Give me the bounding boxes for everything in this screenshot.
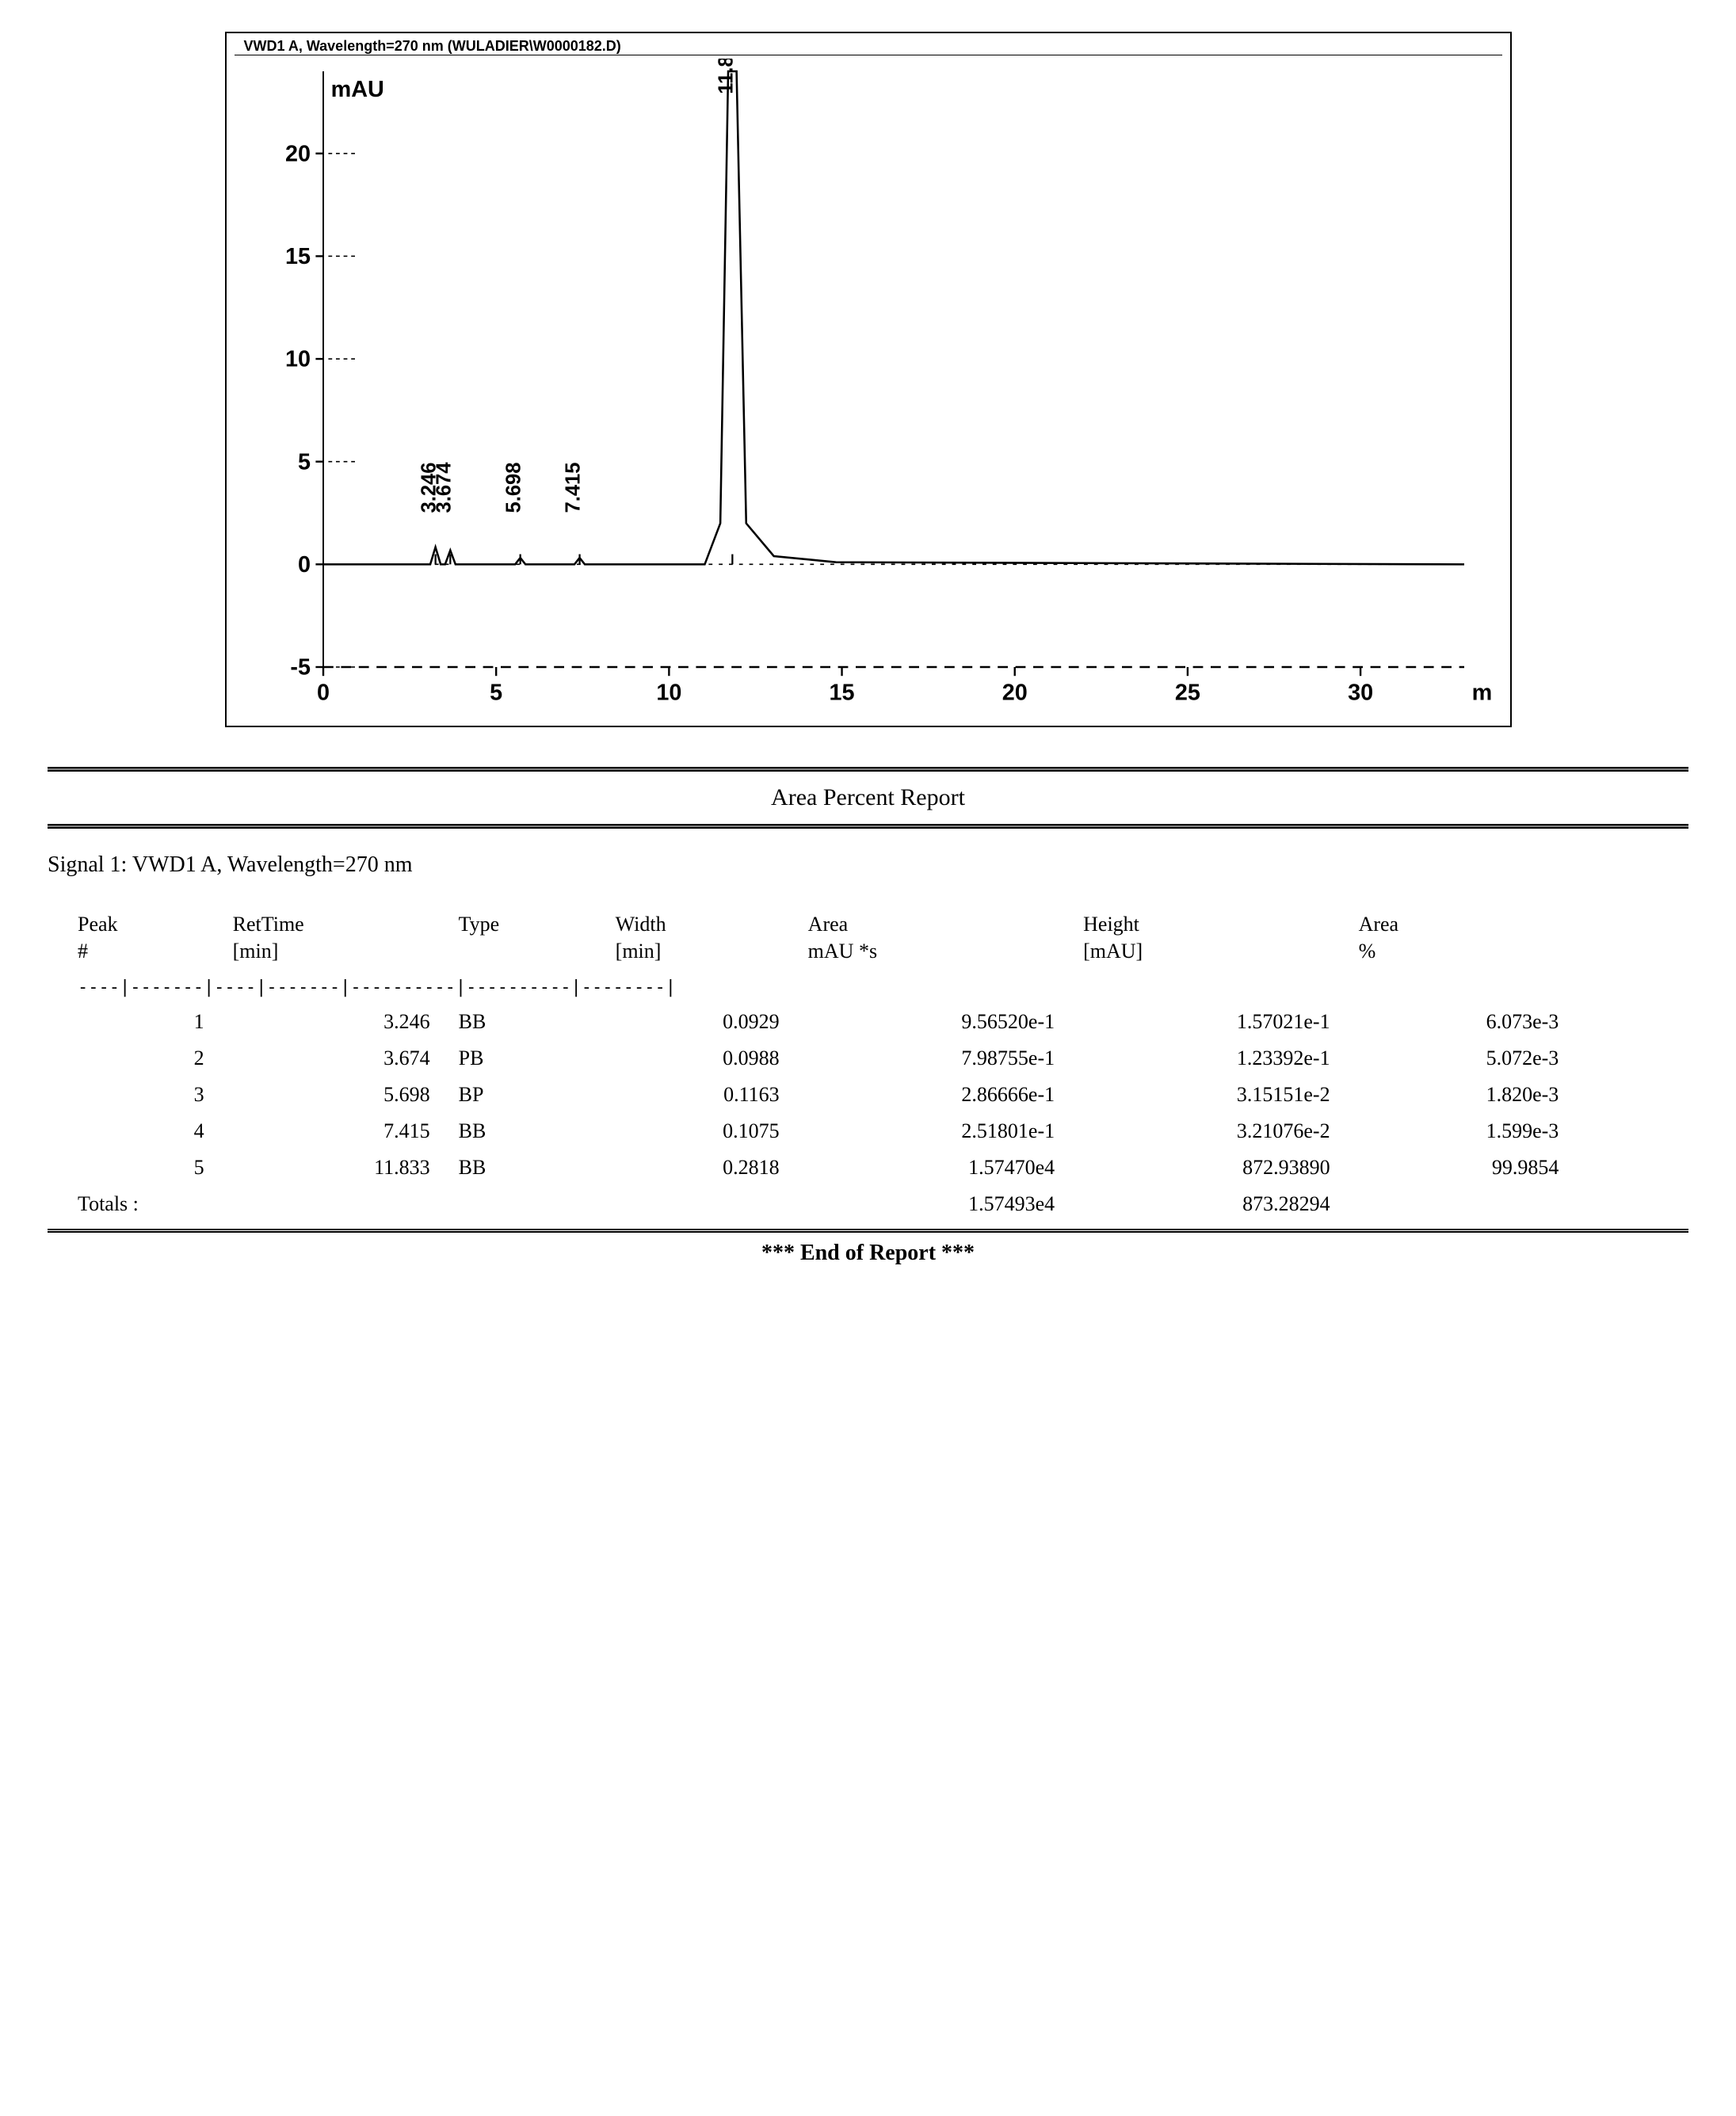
cell-rettime: 3.246 bbox=[219, 1004, 444, 1040]
totals-height: 873.28294 bbox=[1069, 1186, 1344, 1222]
svg-text:5.698: 5.698 bbox=[502, 462, 525, 513]
svg-text:mAU: mAU bbox=[330, 77, 383, 102]
divider bbox=[48, 1229, 1688, 1233]
cell-peak: 3 bbox=[63, 1077, 219, 1113]
svg-text:30: 30 bbox=[1348, 681, 1373, 706]
peak-table: Peak RetTime Type Width Area Height Area… bbox=[63, 909, 1573, 1222]
cell-area-pct: 5.072e-3 bbox=[1345, 1040, 1574, 1077]
table-row: 511.833BB0.28181.57470e4872.9389099.9854 bbox=[63, 1150, 1573, 1186]
svg-text:20: 20 bbox=[284, 141, 310, 166]
col-type-unit bbox=[444, 940, 601, 971]
totals-row: Totals :1.57493e4873.28294 bbox=[63, 1186, 1573, 1222]
cell-height: 3.21076e-2 bbox=[1069, 1113, 1344, 1150]
svg-text:0: 0 bbox=[297, 552, 310, 578]
cell-area-pct: 1.599e-3 bbox=[1345, 1113, 1574, 1150]
table-row: 47.415BB0.10752.51801e-13.21076e-21.599e… bbox=[63, 1113, 1573, 1150]
cell-width: 0.0929 bbox=[601, 1004, 794, 1040]
divider bbox=[48, 767, 1688, 772]
cell-area-pct: 99.9854 bbox=[1345, 1150, 1574, 1186]
cell-rettime: 3.674 bbox=[219, 1040, 444, 1077]
cell-type: BB bbox=[444, 1113, 601, 1150]
svg-text:5: 5 bbox=[297, 449, 310, 475]
chromatogram-panel: VWD1 A, Wavelength=270 nm (WULADIER\W000… bbox=[225, 32, 1512, 727]
svg-text:7.415: 7.415 bbox=[562, 462, 584, 513]
chromatogram-svg: mAU-505101520051015202530m3.2463.6745.69… bbox=[235, 59, 1502, 718]
svg-text:25: 25 bbox=[1174, 681, 1200, 706]
col-rettime: RetTime bbox=[219, 909, 444, 940]
table-header: Peak RetTime Type Width Area Height Area… bbox=[63, 909, 1573, 971]
cell-area: 2.51801e-1 bbox=[794, 1113, 1069, 1150]
cell-type: BP bbox=[444, 1077, 601, 1113]
cell-width: 0.0988 bbox=[601, 1040, 794, 1077]
col-area: Area bbox=[794, 909, 1069, 940]
col-area-pct: Area bbox=[1345, 909, 1574, 940]
report-section-title: Area Percent Report bbox=[48, 784, 1688, 811]
end-of-report: *** End of Report *** bbox=[48, 1241, 1688, 1266]
svg-text:0: 0 bbox=[316, 681, 329, 706]
col-rettime-unit: [min] bbox=[219, 940, 444, 971]
signal-line: Signal 1: VWD1 A, Wavelength=270 nm bbox=[48, 852, 1688, 878]
col-area-unit: mAU *s bbox=[794, 940, 1069, 971]
col-height: Height bbox=[1069, 909, 1344, 940]
cell-rettime: 11.833 bbox=[219, 1150, 444, 1186]
svg-text:10: 10 bbox=[284, 347, 310, 372]
col-width: Width bbox=[601, 909, 794, 940]
cell-peak: 5 bbox=[63, 1150, 219, 1186]
cell-height: 872.93890 bbox=[1069, 1150, 1344, 1186]
cell-width: 0.1163 bbox=[601, 1077, 794, 1113]
table-row: 35.698BP0.11632.86666e-13.15151e-21.820e… bbox=[63, 1077, 1573, 1113]
svg-text:15: 15 bbox=[284, 244, 310, 269]
svg-text:15: 15 bbox=[829, 681, 854, 706]
svg-text:3.674: 3.674 bbox=[433, 462, 455, 513]
col-type: Type bbox=[444, 909, 601, 940]
col-area-pct-unit: % bbox=[1345, 940, 1574, 971]
svg-text:-5: -5 bbox=[290, 655, 311, 681]
cell-area: 2.86666e-1 bbox=[794, 1077, 1069, 1113]
cell-rettime: 5.698 bbox=[219, 1077, 444, 1113]
cell-area: 1.57470e4 bbox=[794, 1150, 1069, 1186]
col-peak: Peak bbox=[63, 909, 219, 940]
svg-text:11.833: 11.833 bbox=[715, 59, 737, 94]
cell-width: 0.2818 bbox=[601, 1150, 794, 1186]
cell-rettime: 7.415 bbox=[219, 1113, 444, 1150]
cell-type: BB bbox=[444, 1150, 601, 1186]
col-height-unit: [mAU] bbox=[1069, 940, 1344, 971]
cell-area: 9.56520e-1 bbox=[794, 1004, 1069, 1040]
svg-text:5: 5 bbox=[490, 681, 502, 706]
svg-text:20: 20 bbox=[1002, 681, 1027, 706]
cell-peak: 4 bbox=[63, 1113, 219, 1150]
cell-type: PB bbox=[444, 1040, 601, 1077]
table-row: 23.674PB0.09887.98755e-11.23392e-15.072e… bbox=[63, 1040, 1573, 1077]
cell-area-pct: 1.820e-3 bbox=[1345, 1077, 1574, 1113]
cell-type: BB bbox=[444, 1004, 601, 1040]
cell-width: 0.1075 bbox=[601, 1113, 794, 1150]
col-peak-unit: # bbox=[63, 940, 219, 971]
cell-height: 1.23392e-1 bbox=[1069, 1040, 1344, 1077]
svg-text:10: 10 bbox=[656, 681, 681, 706]
divider bbox=[48, 824, 1688, 829]
cell-peak: 2 bbox=[63, 1040, 219, 1077]
table-body: ----|-------|----|-------|----------|---… bbox=[63, 971, 1573, 1222]
cell-height: 1.57021e-1 bbox=[1069, 1004, 1344, 1040]
totals-area: 1.57493e4 bbox=[794, 1186, 1069, 1222]
chart-title: VWD1 A, Wavelength=270 nm (WULADIER\W000… bbox=[235, 38, 1502, 55]
svg-text:m: m bbox=[1471, 681, 1492, 706]
cell-peak: 1 bbox=[63, 1004, 219, 1040]
separator-row: ----|-------|----|-------|----------|---… bbox=[63, 971, 1573, 1004]
col-width-unit: [min] bbox=[601, 940, 794, 971]
table-row: 13.246BB0.09299.56520e-11.57021e-16.073e… bbox=[63, 1004, 1573, 1040]
cell-area-pct: 6.073e-3 bbox=[1345, 1004, 1574, 1040]
cell-height: 3.15151e-2 bbox=[1069, 1077, 1344, 1113]
cell-area: 7.98755e-1 bbox=[794, 1040, 1069, 1077]
totals-label: Totals : bbox=[63, 1186, 794, 1222]
